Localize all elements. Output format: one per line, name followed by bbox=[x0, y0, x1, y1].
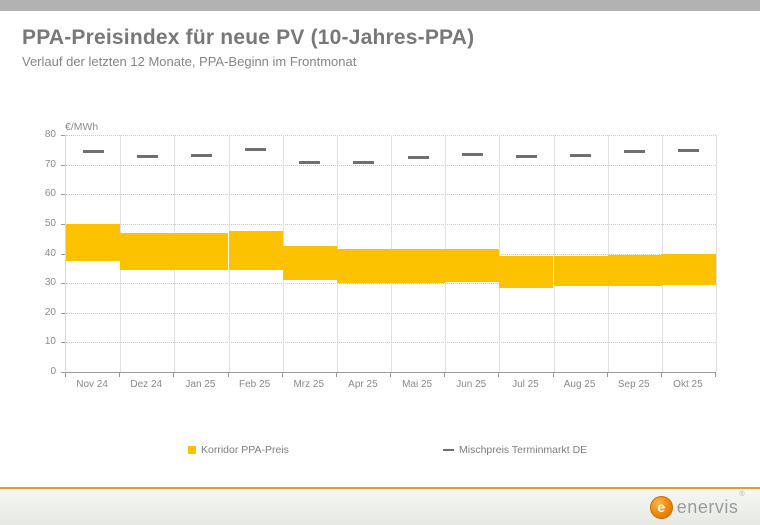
korridor-bar bbox=[66, 223, 121, 261]
x-axis-tick bbox=[660, 373, 662, 377]
y-axis-label: 10 bbox=[44, 336, 56, 348]
y-axis-unit-label: €/MWh bbox=[65, 121, 99, 133]
x-axis-label: Okt 25 bbox=[673, 379, 703, 390]
x-axis-label: Jan 25 bbox=[185, 379, 216, 390]
korridor-bar bbox=[661, 253, 716, 285]
x-axis-label: Sep 25 bbox=[617, 379, 650, 390]
mischpreis-dash-marker bbox=[82, 149, 104, 153]
x-axis-tick bbox=[606, 373, 608, 377]
enervis-e-icon: e bbox=[649, 495, 673, 519]
plot-area bbox=[65, 135, 717, 373]
x-axis-tick bbox=[173, 373, 175, 377]
y-axis-tick bbox=[61, 253, 65, 255]
korridor-bar bbox=[499, 256, 554, 288]
y-axis-label: 40 bbox=[44, 247, 56, 259]
x-axis-tick bbox=[119, 373, 121, 377]
y-axis-label: 30 bbox=[44, 277, 56, 289]
x-axis-tick bbox=[390, 373, 391, 377]
grid-line-x bbox=[553, 135, 555, 372]
x-axis-tick bbox=[444, 373, 446, 377]
registered-mark: ® bbox=[739, 490, 745, 498]
mischpreis-dash-marker bbox=[461, 152, 483, 156]
y-axis-label: 70 bbox=[44, 158, 56, 170]
legend-item-korridor: Korridor PPA-Preis bbox=[188, 444, 289, 456]
mischpreis-dash-marker bbox=[407, 156, 429, 160]
x-axis-tick bbox=[65, 373, 66, 377]
y-axis-label: 80 bbox=[44, 129, 56, 140]
x-axis-tick bbox=[498, 373, 500, 377]
mischpreis-dash-marker bbox=[624, 150, 646, 154]
y-axis-tick bbox=[61, 372, 65, 373]
gray-dash-swatch-icon bbox=[443, 448, 454, 452]
page-title: PPA-Preisindex für neue PV (10-Jahres-PP… bbox=[22, 26, 475, 49]
x-axis-tick bbox=[715, 373, 716, 377]
x-axis-label: Nov 24 bbox=[76, 379, 108, 390]
x-axis-label: Mrz 25 bbox=[293, 379, 325, 390]
mischpreis-dash-marker bbox=[570, 154, 592, 158]
mischpreis-dash-marker bbox=[678, 148, 700, 152]
page-subtitle: Verlauf der letzten 12 Monate, PPA-Begin… bbox=[22, 54, 357, 69]
ppa-price-chart: €/MWh 0 10 20 30 40 50 60 70 80 Nov 24 Dez 24 Jan 2… bbox=[0, 115, 760, 395]
y-axis-label: 0 bbox=[50, 366, 56, 377]
top-gray-bar bbox=[0, 0, 760, 11]
korridor-bar bbox=[282, 246, 337, 281]
y-axis-tick bbox=[61, 164, 65, 166]
y-axis-tick bbox=[61, 223, 65, 225]
mischpreis-dash-marker bbox=[299, 160, 321, 164]
x-axis-label: Jul 25 bbox=[512, 379, 539, 390]
yellow-square-swatch-icon bbox=[188, 446, 196, 454]
y-axis-tick bbox=[61, 135, 65, 136]
mischpreis-dash-marker bbox=[353, 160, 375, 164]
korridor-bar bbox=[553, 256, 608, 287]
legend-item-mischpreis: Mischpreis Terminmarkt DE bbox=[443, 444, 587, 456]
y-axis-tick bbox=[61, 312, 65, 314]
x-axis-tick bbox=[552, 373, 554, 377]
legend-label-korridor: Korridor PPA-Preis bbox=[201, 444, 289, 456]
x-axis-label: Apr 25 bbox=[348, 379, 378, 390]
x-axis-label: Jun 25 bbox=[456, 379, 487, 390]
korridor-bar bbox=[174, 232, 229, 270]
mischpreis-dash-marker bbox=[245, 148, 267, 152]
mischpreis-dash-marker bbox=[515, 154, 537, 158]
legend: Korridor PPA-Preis Mischpreis Terminmark… bbox=[0, 440, 760, 460]
x-axis-label: Mai 25 bbox=[402, 379, 433, 390]
enervis-logo-text: enervis® bbox=[676, 490, 745, 517]
x-axis-tick bbox=[335, 373, 337, 377]
mischpreis-dash-marker bbox=[136, 155, 158, 159]
x-axis-label: Aug 25 bbox=[563, 379, 596, 390]
footer-divider bbox=[0, 487, 760, 489]
x-axis-tick bbox=[227, 373, 229, 377]
legend-label-mischpreis: Mischpreis Terminmarkt DE bbox=[459, 444, 588, 456]
y-axis-label: 20 bbox=[44, 306, 56, 318]
y-axis-tick bbox=[61, 342, 65, 344]
mischpreis-dash-marker bbox=[190, 153, 212, 157]
x-axis-label: Feb 25 bbox=[239, 379, 271, 390]
grid-line-x bbox=[716, 135, 717, 372]
korridor-bar bbox=[336, 249, 391, 284]
korridor-bar bbox=[607, 254, 662, 287]
enervis-logo: e enervis® bbox=[649, 490, 745, 519]
x-axis-label: Dez 24 bbox=[130, 379, 163, 390]
grid-line-x bbox=[499, 135, 501, 372]
korridor-bar bbox=[391, 249, 446, 284]
y-axis-tick bbox=[61, 283, 65, 285]
korridor-bar bbox=[120, 232, 175, 270]
korridor-bar bbox=[445, 249, 500, 282]
y-axis-tick bbox=[61, 194, 65, 196]
footer: e enervis® bbox=[0, 489, 760, 525]
y-axis-label: 50 bbox=[44, 217, 56, 229]
y-axis-label: 60 bbox=[44, 188, 56, 200]
grid-line-x bbox=[607, 135, 609, 372]
x-axis-tick bbox=[281, 373, 283, 377]
korridor-bar bbox=[228, 231, 283, 270]
